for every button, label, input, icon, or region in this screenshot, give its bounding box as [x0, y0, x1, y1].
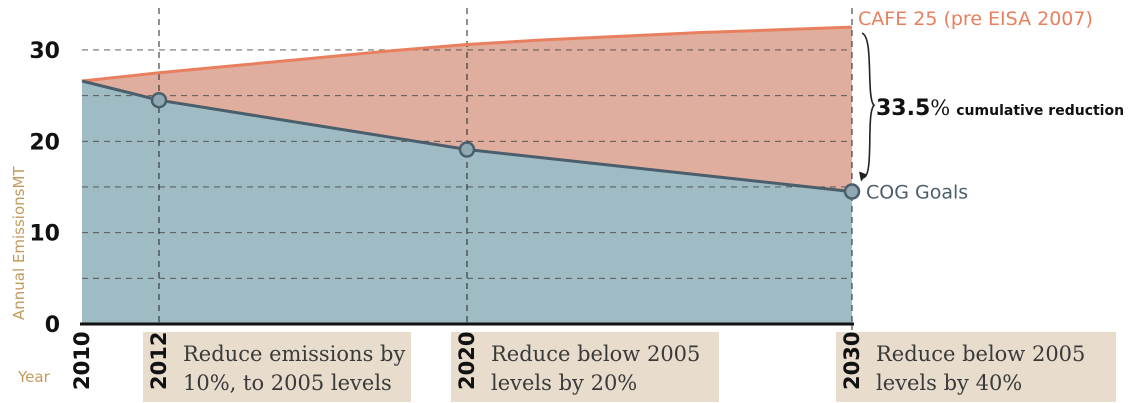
y-tick-label-0: 0 [45, 313, 60, 338]
x-tick-label-front-2030: 2030 [840, 332, 864, 390]
y-axis-title: Annual EmissionsMT [10, 166, 28, 320]
x-tick-label-front-2020: 2020 [455, 332, 479, 390]
cafe-line [81, 25, 853, 83]
y-tick-label-30: 30 [29, 39, 60, 64]
series-label-cafe: CAFE 25 (pre EISA 2007) [858, 8, 1093, 30]
goal-box-2020 [451, 332, 719, 402]
reduction-text: cumulative reduction [956, 103, 1124, 119]
goal-note-line2-2020: levels by 20% [491, 371, 637, 395]
goal-note-line2-2012: 10%, to 2005 levels [183, 371, 392, 395]
goal-notes: Reduce emissions by 10%, to 2005 levels Re… [70, 324, 1116, 402]
x-tick-label-2010: 2010 [70, 332, 94, 390]
goal-box-2030 [836, 332, 1116, 402]
cog-line [81, 79, 853, 194]
goal-box-2012 [143, 332, 411, 402]
series-label-cog: COG Goals [866, 182, 968, 204]
x-tick-label-front-2012: 2012 [147, 332, 171, 390]
series-lines [81, 25, 853, 194]
reduction-label: 33.5% cumulative reduction [876, 96, 1124, 121]
reduction-annotation: 33.5% cumulative reduction [859, 32, 1124, 182]
goal-note-line1-2020: Reduce below 2005 [491, 342, 700, 366]
series-markers [150, 91, 861, 200]
y-tick-label-20: 20 [29, 130, 60, 155]
goal-note-line1-2012: Reduce emissions by [183, 342, 405, 366]
goal-note-line1-2030: Reduce below 2005 [876, 342, 1085, 366]
x-axis-title: Year [17, 368, 51, 386]
reduction-arrow-icon [859, 171, 867, 182]
reduction-brace [861, 32, 876, 179]
goal-note-line2-2030: levels by 40% [876, 371, 1022, 395]
cog-marker-2030 [843, 183, 861, 200]
reduction-unit: % [930, 96, 950, 120]
y-tick-label-10: 10 [29, 222, 60, 247]
reduction-value: 33.5 [876, 96, 930, 121]
x-tick-label-front-2010: 2010 [70, 332, 94, 390]
cog-marker-2020 [458, 141, 476, 158]
cog-marker-2012 [150, 91, 168, 109]
